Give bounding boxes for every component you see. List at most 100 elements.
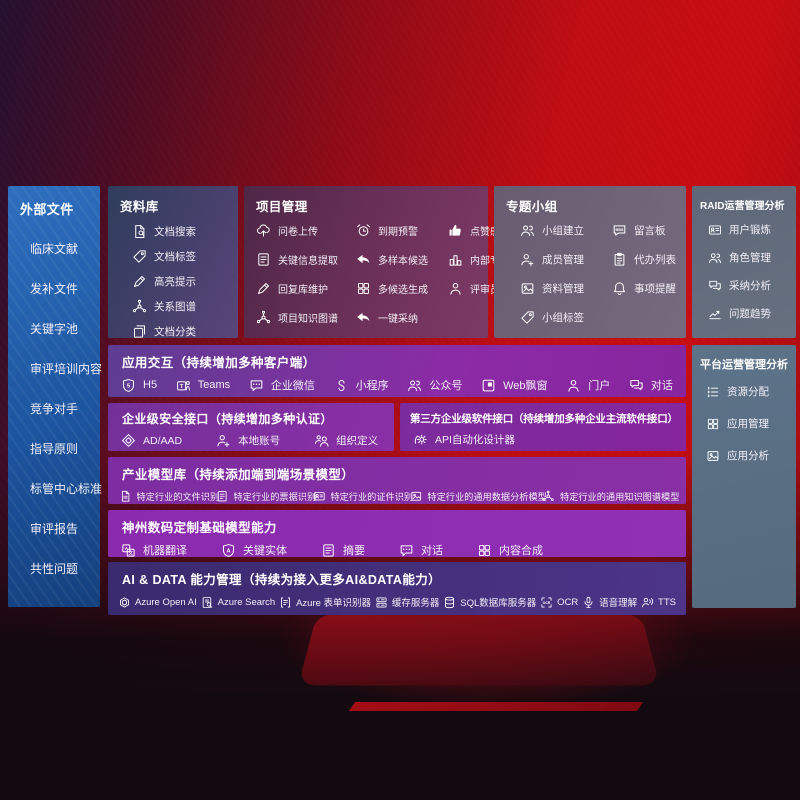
people-icon [708,251,722,265]
thumbs-up-icon [448,223,463,238]
shield-5-icon [121,378,136,393]
item-对话: 对话 [629,377,673,393]
item-label: 标管中心标准 [30,482,103,496]
item-label: 采纳分析 [729,280,771,292]
item-公众号: 公众号 [407,377,462,393]
person-icon [448,281,463,296]
item-发补文件: 发补文件 [30,280,100,297]
item-项目知识图谱: 项目知识图谱 [256,310,352,325]
item-代办列表: 代办列表 [612,252,686,267]
item-label: 门户 [588,380,611,392]
item-label: 文档分类 [154,326,196,338]
item-摘要: 摘要 [321,542,365,558]
item-特定行业的文件识别: 特定行业的文件识别 [119,489,219,503]
item-label: 小程序 [355,380,389,392]
item-label: 项目知识图谱 [278,314,338,325]
panel-title: 企业级安全接口（持续增加多种认证） [122,412,333,426]
item-事项提醒: 事项提醒 [612,281,686,296]
item-企业微信: 企业微信 [249,377,315,393]
item-label: 回复库维护 [278,285,328,296]
panel-title: 第三方企业级软件接口（持续增加多种企业主流软件接口） [410,413,678,425]
pen-icon [256,281,271,296]
item-label: 企业微信 [270,380,315,392]
panel-industry-models: 产业模型库（持续添加端到端场景模型） 特定行业的文件识别 特定行业的票据识别 特定行… [108,457,686,504]
item-Azure Search: Azure Search [201,596,275,609]
item-label: 对话 [421,545,443,557]
person-plus-icon [216,433,231,448]
item-AD/AAD: AD/AAD [121,433,182,448]
list-icon [706,385,720,399]
item-label: 特定行业的文件识别 [136,492,220,502]
image-icon [520,281,535,296]
panel-repository: 资料库 文档搜索 文档标签 高亮提示 关系图谱 文档分类 [108,186,238,338]
item-label: Azure Open AI [135,596,197,608]
item-label: 摘要 [343,545,365,557]
panel-title: AI & DATA 能力管理（持续为接入更多AI&DATA能力） [122,573,442,587]
item-文档标签: 文档标签 [132,249,238,264]
item-label: 关系图谱 [154,301,196,313]
app-interaction-list: H5 Teams 企业微信 小程序 公众号 Web飘窗 门户 对话 [108,371,686,393]
shield-a-icon [221,543,236,558]
item-label: 问题趋势 [729,308,771,320]
item-内部专家排名: 内部专家排名 [448,252,530,267]
item-多候选生成: 多候选生成 [356,281,444,296]
raid-analysis-list: 用户锻炼 角色管理 采纳分析 问题趋势 [692,212,796,321]
trend-chart-icon [708,307,722,321]
item-应用管理: 应用管理 [706,416,796,431]
item-label: 用户锻炼 [729,224,771,236]
item-label: Web飘窗 [503,380,548,392]
item-缓存服务器: 缓存服务器 [375,595,439,609]
item-对话: 对话 [399,542,443,558]
item-label: 多样本候选 [378,256,428,267]
item-label: 多候选生成 [378,285,428,296]
chat-double-icon [708,279,722,293]
item-label: 成员管理 [542,254,584,266]
doc-search-icon [132,224,147,239]
item-关键实体: 关键实体 [221,542,287,558]
item-label: 本地账号 [238,435,281,447]
item-label: 组织定义 [336,435,379,447]
item-留言板: 留言板 [612,223,686,238]
item-特定行业的票据识别: 特定行业的票据识别 [216,489,317,503]
translate-icon [121,543,136,558]
item-label: 高亮提示 [154,276,196,288]
item-应用分析: 应用分析 [706,448,796,463]
item-采纳分析: 采纳分析 [708,278,796,293]
item-label: 机器翻译 [143,545,187,557]
item-label: 关键字池 [30,322,79,336]
item-Azure 表单识别器: Azure 表单识别器 [279,595,371,609]
item-SQL数据库服务器: SQL数据库服务器 [443,595,536,609]
doc-form-icon [279,596,292,609]
item-label: 资源分配 [727,386,769,398]
item-Azure Open AI: Azure Open AI [118,596,197,609]
network-icon [256,310,271,325]
item-临床文献: 临床文献 [30,240,100,257]
diamond-icon [121,433,136,448]
item-label: 特定行业的票据识别 [233,492,317,502]
panel-platform-analysis: 平台运营管理分析 资源分配 应用管理 应用分析 [692,345,796,608]
server-icon [375,596,388,609]
item-label: 事项提醒 [634,283,676,295]
item-label: 文档搜索 [154,226,196,238]
panel-special-groups: 专题小组 小组建立 留言板 成员管理 代办列表 资料管理 事项提醒 小组标签 [494,186,686,338]
item-特定行业的证件识别: 特定行业的证件识别 [313,489,413,503]
panel-security-interface: 企业级安全接口（持续增加多种认证） AD/AAD 本地账号 组织定义 [108,403,394,451]
item-审评培训内容: 审评培训内容 [30,360,102,377]
item-竞争对手: 竞争对手 [30,400,100,417]
industry-models-list: 特定行业的文件识别 特定行业的票据识别 特定行业的证件识别 特定行业的通用数据分析模型… [108,483,686,503]
id-card-icon [708,223,722,237]
item-回复库维护: 回复库维护 [256,281,352,296]
item-指导原则: 指导原则 [30,440,100,457]
decorative-device-stripe [348,702,644,711]
base-models-list: 机器翻译 关键实体 摘要 对话 内容合成 [108,536,686,558]
doc-lines-icon [256,252,271,267]
tts-icon [641,596,654,609]
item-一键采纳: 一键采纳 [356,310,444,325]
item-label: 内容合成 [499,545,543,557]
copy-icon [132,324,147,339]
item-label: API自动化设计器 [435,434,515,446]
item-语音理解: 语音理解 [582,595,637,609]
clipboard-icon [612,252,627,267]
panel-ai-data-management: AI & DATA 能力管理（持续为接入更多AI&DATA能力） Azure O… [108,562,686,615]
